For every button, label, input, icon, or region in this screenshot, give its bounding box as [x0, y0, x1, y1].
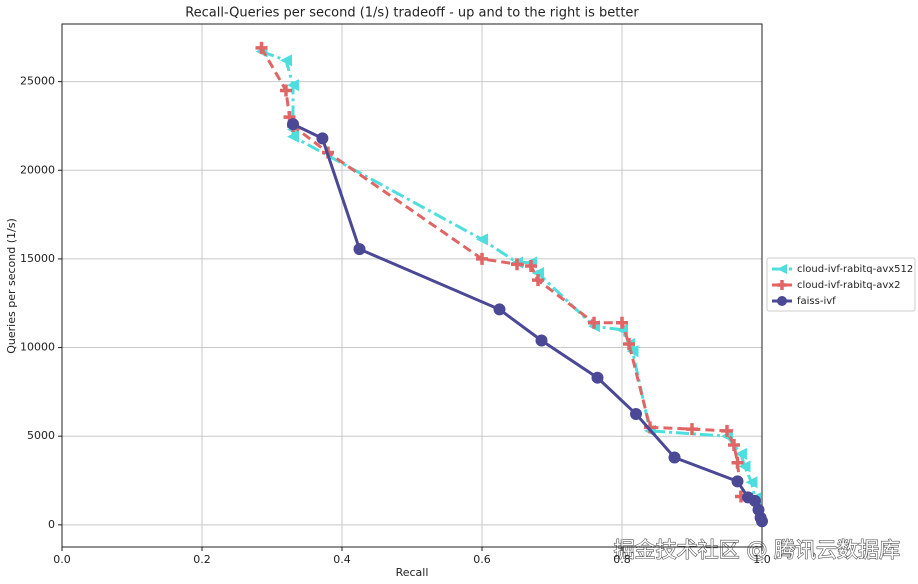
point — [735, 447, 747, 460]
point — [532, 274, 544, 287]
series-line — [260, 50, 757, 499]
y-tick-label: 25000 — [20, 75, 55, 88]
point — [630, 408, 642, 421]
point — [756, 515, 768, 528]
x-tick-label: 1.0 — [753, 553, 771, 566]
legend-marker — [777, 264, 787, 274]
legend-label: faiss-ivf — [797, 296, 836, 307]
series-line — [260, 47, 743, 497]
point — [525, 259, 537, 272]
point — [535, 334, 548, 347]
legend-label: cloud-ivf-rabitq-avx2 — [797, 280, 901, 291]
series — [255, 45, 761, 505]
y-tick-label: 15000 — [20, 252, 55, 265]
point — [287, 118, 299, 131]
x-tick-label: 0.6 — [473, 553, 491, 566]
y-tick-label: 20000 — [20, 163, 55, 176]
point — [686, 423, 698, 436]
point — [476, 233, 488, 246]
point — [511, 258, 523, 271]
x-tick-label: 0.8 — [613, 553, 631, 566]
point — [287, 130, 299, 143]
y-tick-label: 0 — [48, 518, 55, 531]
point — [476, 252, 488, 265]
chart-title: Recall-Queries per second (1/s) tradeoff… — [185, 6, 639, 21]
point — [721, 424, 733, 437]
x-axis-label: Recall — [396, 566, 429, 579]
plot-frame — [61, 23, 763, 548]
point — [591, 371, 604, 384]
series-line — [292, 122, 764, 522]
legend: cloud-ivf-rabitq-avx512 cloud-ivf-rabitq-… — [766, 257, 916, 312]
point — [728, 439, 740, 452]
point — [616, 316, 628, 329]
x-tick-label: 0.2 — [193, 553, 211, 566]
point — [280, 54, 292, 67]
point — [316, 132, 329, 145]
point — [623, 338, 635, 351]
point — [280, 84, 292, 97]
legend-marker — [777, 280, 787, 290]
y-axis-label: Queries per second (1/s) — [5, 218, 18, 354]
x-tick-label: 0.4 — [333, 553, 351, 566]
watermark: 掘金技术社区 @ 腾讯云数据库 — [614, 538, 900, 562]
series — [287, 118, 768, 528]
point — [493, 303, 506, 316]
x-tick-label: 0.0 — [53, 553, 71, 566]
point — [626, 345, 639, 358]
point — [731, 475, 744, 488]
point — [287, 79, 299, 92]
point — [668, 451, 681, 464]
legend-label: cloud-ivf-rabitq-avx512 — [797, 264, 913, 275]
legend-box — [766, 257, 916, 312]
point — [588, 316, 600, 329]
point — [745, 476, 758, 489]
series — [255, 41, 747, 503]
y-tick-label: 5000 — [27, 429, 55, 442]
legend-marker — [777, 296, 787, 306]
point — [532, 267, 544, 280]
point — [738, 460, 751, 473]
point — [255, 41, 268, 54]
point — [731, 456, 744, 469]
y-tick-label: 10000 — [20, 341, 55, 354]
point — [353, 243, 366, 256]
